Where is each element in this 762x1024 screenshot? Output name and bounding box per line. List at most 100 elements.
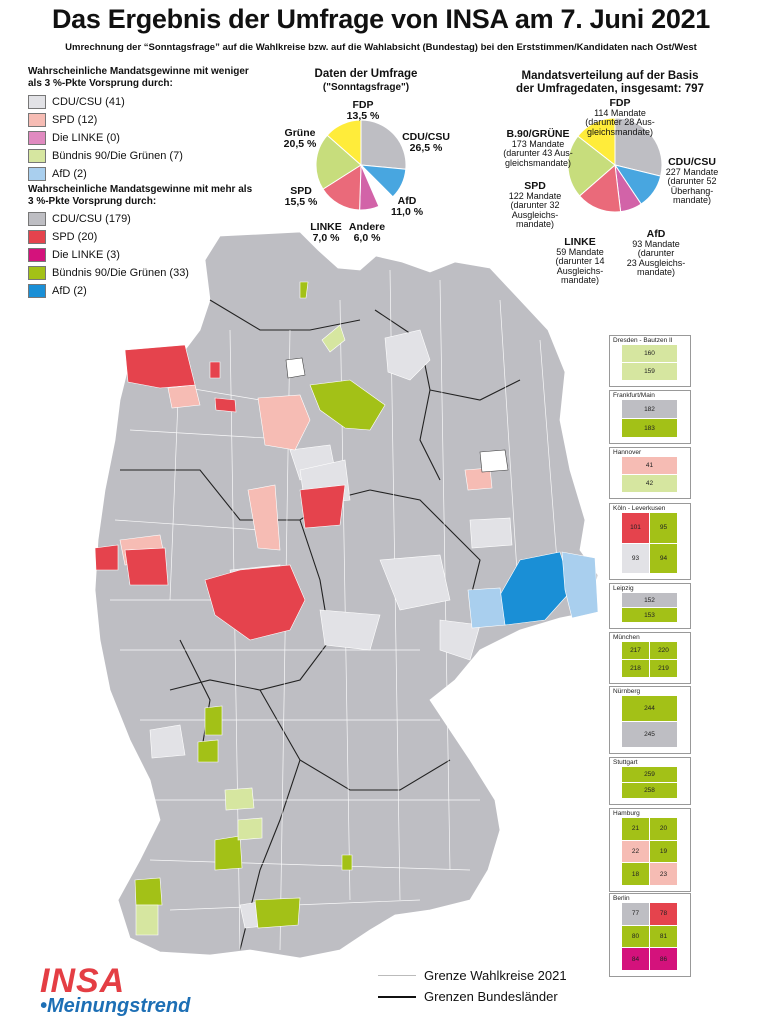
seats-label-cdu: CDU/CSU 227 Mandate (darunter 52 Überhang-m… xyxy=(665,156,719,205)
seats-title-line2: der Umfragedaten, insgesamt: 797 xyxy=(516,83,704,95)
constituency-border-label: Grenze Wahlkreise 2021 xyxy=(424,968,567,983)
inset-district: 80 xyxy=(622,925,649,948)
legend-weak-swatch xyxy=(28,131,46,145)
poll-label-afd: AfD 11,0 % xyxy=(390,195,424,218)
inset-title: Hamburg xyxy=(613,810,640,817)
inset-title: Nürnberg xyxy=(613,688,641,695)
seats-label-spd: SPD 122 Mandate (darunter 32 Ausgleichs-man… xyxy=(508,180,562,229)
poll-title: Daten der Umfrage xyxy=(314,68,418,80)
legend-weak-item: AfD (2) xyxy=(28,165,258,183)
legend-weak-swatch xyxy=(28,167,46,181)
inset-title: Leipzig xyxy=(613,585,634,592)
poll-label-gruene: Grüne 20,5 % xyxy=(283,127,317,150)
inset-district: 217 xyxy=(622,642,649,659)
inset-district: 95 xyxy=(650,513,677,543)
legend-weak-label: Bündnis 90/Die Grünen (7) xyxy=(52,150,183,162)
seats-label-gruene: B.90/GRÜNE 173 Mandate (darunter 43 Aus-gl… xyxy=(503,128,573,168)
poll-slice-fdp xyxy=(326,120,362,167)
legend-weak-heading: Wahrscheinliche Mandatsgewinne mit wenig… xyxy=(28,66,249,89)
legend-strong-heading: Wahrscheinliche Mandatsgewinne mit mehr … xyxy=(28,184,253,207)
map-legend: Grenze Wahlkreise 2021 Grenzen Bundeslän… xyxy=(378,968,567,1004)
legend-weak-item: SPD (12) xyxy=(28,111,258,129)
inset-district: 245 xyxy=(622,722,677,747)
inset-district: 182 xyxy=(622,400,677,418)
legend-weak-list: CDU/CSU (41) SPD (12) Die LINKE (0) Bündnis… xyxy=(28,93,258,183)
page-subtitle: Umrechnung der “Sonntagsfrage” auf die W… xyxy=(65,42,697,53)
inset-district: 41 xyxy=(622,457,677,474)
inset-district: 219 xyxy=(650,660,677,677)
poll-label-cdu: CDU/CSU 26,5 % xyxy=(402,131,450,154)
inset-district: 21 xyxy=(622,818,649,840)
seats-pie-title: Mandatsverteilung auf der Basis der Umfr… xyxy=(500,70,720,96)
inset-district: 94 xyxy=(650,543,677,573)
inset-district: 220 xyxy=(650,642,677,659)
afd-weak-districts xyxy=(467,551,599,629)
legend-strong-label: Bündnis 90/Die Grünen (33) xyxy=(52,267,189,279)
inset-district: 259 xyxy=(622,767,677,782)
legend-strong-item: SPD (20) xyxy=(28,228,258,246)
legend-strong-swatch xyxy=(28,284,46,298)
legend-weak-item: Die LINKE (0) xyxy=(28,129,258,147)
inset-district: 20 xyxy=(650,818,677,840)
legend-weak-item: Bündnis 90/Die Grünen (7) xyxy=(28,147,258,165)
inset-map-leipzig: Leipzig 152 153 xyxy=(609,583,691,629)
inset-title: Köln - Leverkusen xyxy=(613,505,666,512)
insa-logo: INSA xyxy=(40,962,126,1000)
inset-title: Hannover xyxy=(613,449,642,456)
legend-weak-swatch xyxy=(28,113,46,127)
inset-district: 183 xyxy=(622,419,677,437)
inset-title: Frankfurt/Main xyxy=(613,392,655,399)
inset-map-berlin: Berlin 77 78 80 81 84 86 xyxy=(609,893,691,977)
legend-strong-swatch xyxy=(28,230,46,244)
legend-weak-swatch xyxy=(28,149,46,163)
germany-outline xyxy=(94,231,599,959)
legend-weak-label: SPD (12) xyxy=(52,114,98,126)
inset-district: 19 xyxy=(650,840,677,863)
seats-label-afd: AfD 93 Mandate (darunter 23 Ausgleichs-mand… xyxy=(626,228,686,277)
poll-slice-cdu-csu xyxy=(360,120,406,170)
legend-weak-label: CDU/CSU (41) xyxy=(52,96,125,108)
inset-district: 22 xyxy=(622,840,649,863)
constituency-borders xyxy=(110,269,561,951)
poll-label-fdp: FDP 13,5 % xyxy=(346,99,380,122)
legend-strong-item: AfD (2) xyxy=(28,282,258,300)
poll-pie xyxy=(316,120,406,210)
legend-strong-swatch xyxy=(28,248,46,262)
inset-map-m-nchen: München 217 220 218 219 xyxy=(609,632,691,684)
inset-district: 159 xyxy=(622,363,677,380)
seats-slice-spd xyxy=(578,164,622,212)
insa-logo-subline: •Meinungstrend xyxy=(40,995,191,1017)
seats-slice-fdp xyxy=(577,118,616,167)
legend-strong-label: CDU/CSU (179) xyxy=(52,213,131,225)
inset-district: 101 xyxy=(622,513,649,543)
inset-district: 18 xyxy=(622,863,649,885)
inset-district: 160 xyxy=(622,345,677,362)
legend-strong-label: Die LINKE (3) xyxy=(52,249,120,261)
inset-district: 218 xyxy=(622,660,649,677)
inset-title: München xyxy=(613,634,640,641)
inset-title: Stuttgart xyxy=(613,759,638,766)
inset-map-frankfurt-main: Frankfurt/Main 182 183 xyxy=(609,390,691,444)
inset-district: 77 xyxy=(622,903,649,925)
inset-district: 81 xyxy=(650,925,677,948)
spd-strong-districts xyxy=(94,344,346,641)
inset-map-hamburg: Hamburg 21 20 22 19 18 23 xyxy=(609,808,691,892)
state-border-label: Grenzen Bundesländer xyxy=(424,989,558,1004)
inset-map-k-ln-leverkusen: Köln - Leverkusen 101 95 93 94 xyxy=(609,503,691,580)
legend-weak-label: AfD (2) xyxy=(52,168,87,180)
state-border-swatch xyxy=(378,995,416,998)
inset-district: 93 xyxy=(622,543,649,573)
poll-label-linke: LINKE 7,0 % xyxy=(310,221,342,244)
inset-district: 42 xyxy=(622,475,677,492)
inset-district: 152 xyxy=(622,593,677,607)
poll-pie-title: Daten der Umfrage ("Sonntagsfrage") xyxy=(296,68,436,94)
poll-label-andere: Andere 6,0 % xyxy=(348,221,386,244)
legend-weak-swatch xyxy=(28,95,46,109)
inset-district: 86 xyxy=(650,948,677,970)
page-title: Das Ergebnis der Umfrage von INSA am 7. … xyxy=(51,4,711,34)
inset-district: 78 xyxy=(650,903,677,925)
poll-slice-gr-ne xyxy=(316,134,362,190)
seats-label-linke: LINKE 59 Mandate (darunter 14 Ausgleichs-ma… xyxy=(555,236,605,285)
gruene-strong-districts xyxy=(134,281,386,929)
